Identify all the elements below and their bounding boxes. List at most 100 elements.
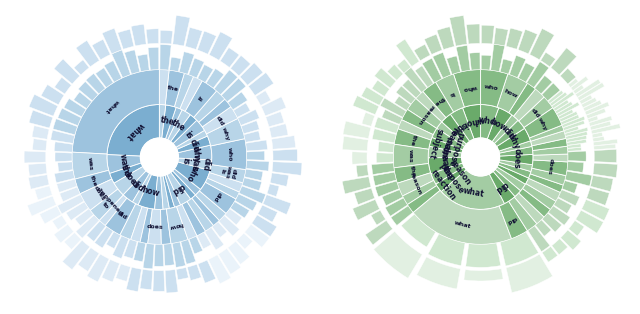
Wedge shape [206, 68, 224, 88]
Wedge shape [352, 152, 367, 164]
Wedge shape [140, 208, 152, 244]
Text: does: does [147, 224, 164, 230]
Wedge shape [499, 154, 533, 165]
Text: the: the [170, 118, 186, 133]
Wedge shape [591, 176, 613, 192]
Wedge shape [590, 121, 611, 130]
Wedge shape [263, 195, 291, 214]
Text: the: the [439, 146, 449, 161]
Wedge shape [256, 91, 271, 106]
Wedge shape [493, 169, 521, 197]
Wedge shape [198, 99, 231, 127]
Text: why: why [537, 117, 548, 132]
Wedge shape [138, 174, 157, 209]
Wedge shape [234, 103, 250, 117]
Text: why: why [506, 132, 521, 151]
Wedge shape [565, 171, 592, 186]
Wedge shape [198, 31, 216, 54]
Wedge shape [221, 78, 246, 102]
Wedge shape [159, 105, 166, 138]
Wedge shape [456, 46, 470, 72]
Wedge shape [167, 172, 191, 205]
Wedge shape [506, 254, 552, 293]
Text: does: does [121, 169, 141, 190]
Wedge shape [176, 268, 188, 280]
Wedge shape [161, 209, 171, 244]
Wedge shape [267, 184, 279, 197]
Wedge shape [580, 95, 593, 104]
Wedge shape [155, 176, 163, 209]
Wedge shape [239, 186, 266, 203]
Wedge shape [451, 108, 474, 142]
Wedge shape [450, 16, 467, 46]
Wedge shape [189, 236, 203, 254]
Wedge shape [218, 248, 241, 274]
Wedge shape [168, 110, 190, 142]
Wedge shape [269, 124, 288, 138]
Wedge shape [54, 224, 74, 243]
Wedge shape [64, 233, 81, 249]
Wedge shape [372, 80, 390, 96]
Wedge shape [567, 139, 586, 145]
Wedge shape [401, 214, 436, 247]
Wedge shape [588, 116, 598, 122]
Wedge shape [582, 199, 609, 220]
Wedge shape [567, 162, 584, 172]
Wedge shape [568, 220, 584, 236]
Wedge shape [407, 98, 442, 128]
Wedge shape [178, 145, 212, 160]
Wedge shape [529, 174, 563, 192]
Wedge shape [558, 110, 573, 119]
Wedge shape [106, 232, 121, 249]
Wedge shape [173, 15, 190, 46]
Wedge shape [491, 44, 505, 72]
Wedge shape [32, 126, 49, 139]
Wedge shape [398, 120, 433, 140]
Wedge shape [104, 61, 122, 82]
Wedge shape [571, 76, 588, 91]
Wedge shape [529, 125, 564, 141]
Wedge shape [414, 44, 430, 61]
Wedge shape [174, 162, 210, 189]
Wedge shape [423, 82, 454, 118]
Wedge shape [551, 48, 577, 75]
Wedge shape [126, 267, 141, 292]
Wedge shape [382, 110, 403, 124]
Text: the: the [409, 134, 417, 147]
Wedge shape [415, 66, 433, 87]
Wedge shape [148, 47, 159, 70]
Wedge shape [342, 136, 368, 151]
Wedge shape [237, 233, 253, 249]
Wedge shape [214, 70, 237, 95]
Wedge shape [550, 92, 567, 106]
Wedge shape [436, 167, 467, 192]
Wedge shape [559, 111, 577, 122]
Wedge shape [558, 190, 580, 206]
Wedge shape [170, 115, 196, 144]
Wedge shape [160, 30, 173, 44]
Wedge shape [442, 114, 470, 144]
Text: did: did [493, 180, 509, 195]
Wedge shape [563, 121, 584, 130]
Circle shape [461, 138, 500, 176]
Wedge shape [518, 30, 538, 54]
Wedge shape [542, 213, 562, 232]
Text: does: does [93, 185, 106, 202]
Wedge shape [225, 209, 242, 225]
Wedge shape [54, 77, 71, 94]
Text: the: the [448, 122, 465, 138]
Wedge shape [92, 39, 110, 60]
Wedge shape [75, 209, 93, 226]
Wedge shape [273, 149, 298, 161]
Text: who: who [484, 84, 499, 92]
Wedge shape [134, 242, 145, 262]
Wedge shape [72, 152, 109, 179]
Wedge shape [188, 264, 201, 280]
Wedge shape [237, 110, 259, 125]
Text: did: did [530, 107, 540, 119]
Wedge shape [515, 193, 544, 224]
Wedge shape [532, 138, 568, 150]
Wedge shape [534, 76, 552, 94]
Wedge shape [394, 96, 410, 111]
Wedge shape [228, 92, 248, 110]
